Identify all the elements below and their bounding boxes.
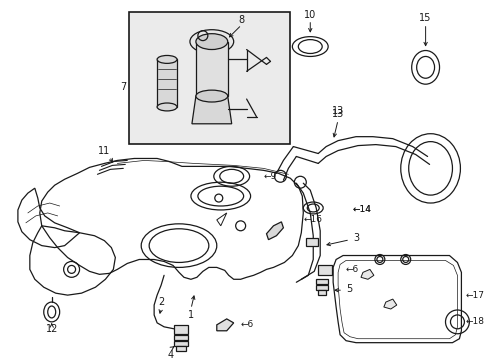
Polygon shape <box>266 222 283 240</box>
Ellipse shape <box>196 34 227 50</box>
Text: 1: 1 <box>187 310 194 320</box>
Bar <box>318 290 325 295</box>
Text: ←17: ←17 <box>465 291 484 300</box>
Text: 10: 10 <box>304 10 316 20</box>
Ellipse shape <box>157 55 177 63</box>
Ellipse shape <box>189 30 233 54</box>
Text: 13: 13 <box>331 109 344 119</box>
Bar <box>318 265 331 275</box>
Bar <box>176 346 185 351</box>
Polygon shape <box>216 319 233 331</box>
Polygon shape <box>191 96 231 124</box>
Text: ←6: ←6 <box>346 265 359 274</box>
Text: 12: 12 <box>45 324 58 334</box>
Polygon shape <box>360 269 373 279</box>
Ellipse shape <box>157 103 177 111</box>
Text: 13: 13 <box>331 106 344 116</box>
Bar <box>316 285 327 290</box>
Bar <box>174 335 187 340</box>
Text: 2: 2 <box>158 297 164 307</box>
Bar <box>174 341 187 346</box>
Bar <box>305 238 318 246</box>
Text: 5: 5 <box>346 284 351 294</box>
Bar <box>196 42 227 96</box>
Ellipse shape <box>196 90 227 102</box>
Text: ←6: ←6 <box>240 320 253 329</box>
Bar <box>157 59 177 107</box>
Polygon shape <box>383 299 396 309</box>
Text: 7: 7 <box>120 82 126 92</box>
Text: ←14: ←14 <box>352 206 371 215</box>
Bar <box>316 279 327 284</box>
Text: 15: 15 <box>419 13 431 23</box>
Text: 3: 3 <box>352 233 358 243</box>
Text: ←14: ←14 <box>352 206 371 215</box>
Text: 4: 4 <box>168 350 174 360</box>
Text: ←9: ←9 <box>263 172 276 181</box>
Text: 11: 11 <box>98 145 110 156</box>
Text: 8: 8 <box>238 15 244 25</box>
Text: ←18: ←18 <box>465 318 484 327</box>
Bar <box>174 325 187 334</box>
Text: ←16: ←16 <box>303 215 322 224</box>
Bar <box>129 12 290 144</box>
